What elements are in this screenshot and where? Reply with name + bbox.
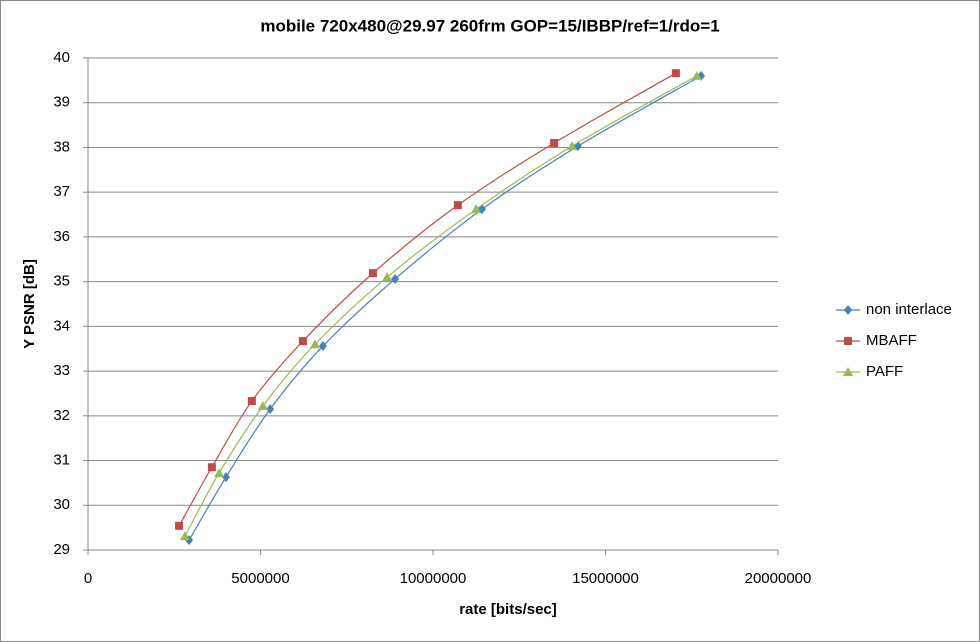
y-tick-label: 33 [53,362,70,379]
x-axis-label: rate [bits/sec] [459,601,557,618]
x-tick-label: 0 [84,570,92,587]
y-tick-label: 31 [53,452,70,469]
y-axis-label: Y PSNR [dB] [21,259,38,349]
legend-label: non interlace [866,301,952,318]
legend-label: MBAFF [866,332,917,349]
legend-marker [844,337,852,345]
marker [298,337,307,346]
marker [453,201,462,210]
x-tick-label: 5000000 [231,570,289,587]
y-tick-label: 35 [53,273,70,290]
marker [550,138,559,147]
marker [222,472,230,483]
marker [391,273,400,284]
x-tick-label: 20000000 [745,570,812,587]
legend-marker [843,367,853,376]
x-tick-label: 15000000 [572,570,639,587]
marker [214,468,225,478]
marker [257,400,268,410]
marker [471,204,482,214]
marker [207,463,216,472]
marker [368,269,377,278]
marker [318,341,327,352]
marker [266,404,275,415]
legend-label: PAFF [866,363,903,380]
y-tick-label: 30 [53,496,70,513]
y-tick-label: 40 [53,49,70,66]
marker [567,141,578,151]
y-tick-label: 34 [53,317,70,334]
y-tick-label: 29 [53,541,70,558]
y-tick-label: 39 [53,94,70,111]
marker [247,397,256,406]
y-tick-label: 37 [53,183,70,200]
chart-title: mobile 720x480@29.97 260frm GOP=15/IBBP/… [260,16,719,35]
marker [310,339,321,349]
y-tick-label: 32 [53,407,70,424]
marker [671,69,680,78]
legend-marker [844,305,852,315]
marker [691,70,702,80]
y-tick-label: 38 [53,138,70,155]
marker [179,531,190,541]
marker [175,521,184,530]
x-tick-label: 10000000 [400,570,467,587]
marker [382,272,393,282]
y-tick-label: 36 [53,228,70,245]
